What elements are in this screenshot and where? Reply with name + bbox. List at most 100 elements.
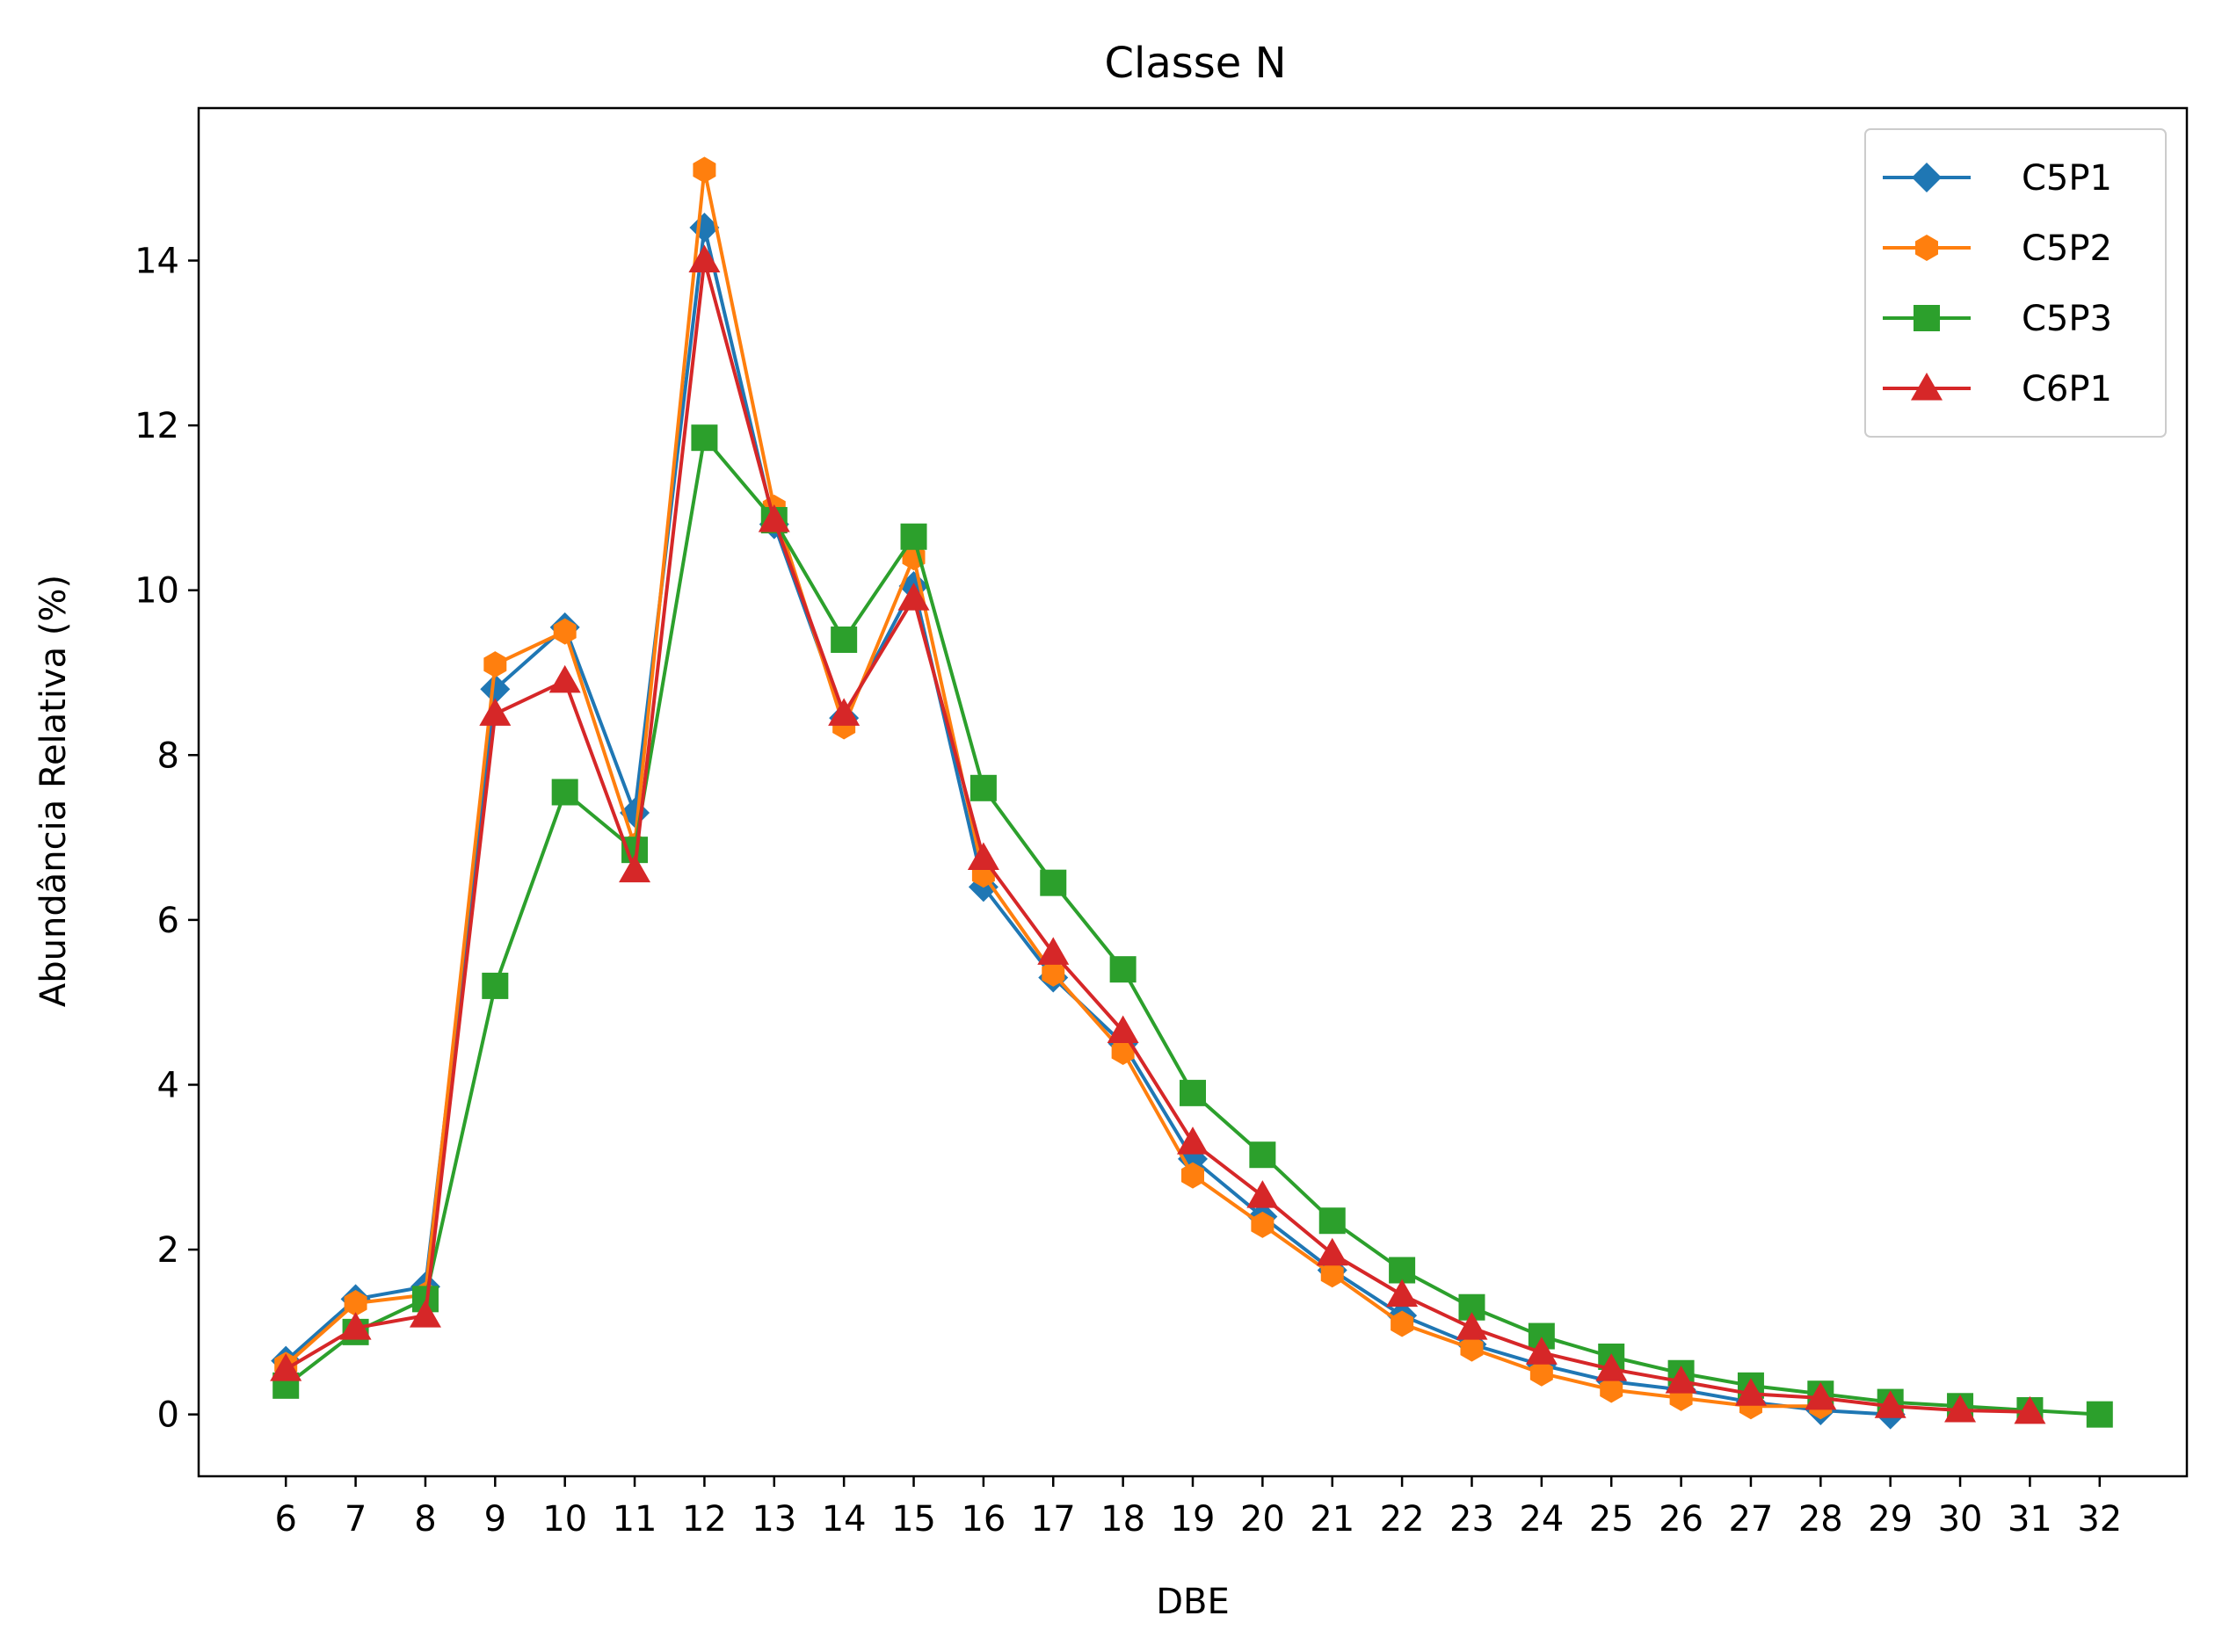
x-tick-label: 13: [752, 1499, 796, 1540]
data-point: [1177, 1127, 1209, 1155]
series-C6P1: [270, 244, 2046, 1424]
legend-marker: [1912, 163, 1942, 192]
chart-title: Classe N: [1105, 39, 1287, 88]
data-point: [1944, 1394, 1977, 1423]
data-point: [1109, 956, 1137, 983]
data-point: [828, 698, 861, 726]
legend-label: C5P1: [2022, 158, 2112, 199]
data-point: [409, 1300, 441, 1328]
x-tick-label: 28: [1798, 1499, 1843, 1540]
x-tick-label: 27: [1728, 1499, 1773, 1540]
data-point: [1180, 1079, 1206, 1106]
x-tick-label: 15: [891, 1499, 936, 1540]
data-point: [480, 674, 511, 705]
legend-label: C5P2: [2022, 228, 2112, 269]
x-tick-label: 23: [1449, 1499, 1494, 1540]
data-point: [551, 779, 578, 806]
data-point: [1874, 1390, 1906, 1418]
data-point: [831, 626, 858, 653]
data-point: [553, 618, 577, 645]
legend-item-C5P2: C5P2: [1883, 228, 2112, 269]
y-tick-label: 0: [157, 1395, 179, 1436]
data-point: [1456, 1312, 1488, 1340]
data-point: [1318, 1207, 1346, 1235]
x-tick-label: 30: [1938, 1499, 1983, 1540]
x-tick-label: 16: [961, 1499, 1006, 1540]
data-point: [339, 1312, 372, 1340]
legend-item-C5P3: C5P3: [1883, 299, 2112, 339]
y-axis-label: Abundância Relativa (%): [33, 575, 74, 1007]
x-tick-label: 12: [682, 1499, 727, 1540]
data-point: [1805, 1381, 1837, 1410]
y-tick-label: 6: [157, 901, 179, 941]
x-tick-label: 10: [542, 1499, 587, 1540]
data-point: [1249, 1141, 1276, 1169]
data-point: [1600, 1376, 1623, 1403]
data-point: [1042, 960, 1065, 987]
data-point: [1037, 937, 1070, 965]
x-tick-label: 14: [822, 1499, 867, 1540]
data-point: [1181, 1162, 1204, 1189]
legend-marker: [1914, 305, 1940, 331]
plot-area: [270, 156, 2113, 1430]
data-point: [1525, 1337, 1558, 1365]
x-tick-label: 24: [1519, 1499, 1564, 1540]
data-point: [970, 774, 997, 801]
data-point: [1391, 1310, 1414, 1337]
data-point: [900, 523, 927, 550]
x-tick-label: 20: [1240, 1499, 1285, 1540]
x-tick-label: 29: [1868, 1499, 1913, 1540]
data-point: [2086, 1401, 2113, 1428]
legend-box: [1864, 128, 2167, 438]
legend-item-C5P1: C5P1: [1883, 158, 2112, 199]
data-point: [344, 1290, 367, 1317]
data-point: [1595, 1353, 1628, 1381]
x-tick-label: 31: [2008, 1499, 2052, 1540]
x-tick-label: 9: [484, 1499, 506, 1540]
data-point: [691, 424, 718, 452]
x-tick-label: 17: [1031, 1499, 1076, 1540]
data-point: [548, 664, 581, 693]
data-point: [2014, 1395, 2046, 1424]
y-tick-label: 4: [157, 1065, 179, 1105]
data-point: [479, 698, 512, 726]
data-point: [1734, 1378, 1767, 1406]
y-tick-label: 14: [134, 242, 179, 282]
x-tick-label: 18: [1100, 1499, 1145, 1540]
y-tick-label: 12: [134, 406, 179, 446]
y-tick-label: 10: [134, 571, 179, 612]
data-point: [1040, 869, 1067, 896]
x-tick-label: 11: [613, 1499, 657, 1540]
data-point: [1316, 1237, 1348, 1266]
y-axis: 0 2 4 6 8 10 12 14: [134, 242, 199, 1436]
x-axis-label: DBE: [1156, 1582, 1230, 1622]
data-point: [897, 583, 930, 611]
data-point: [1529, 1359, 1553, 1387]
data-point: [688, 244, 721, 273]
x-tick-label: 26: [1659, 1499, 1703, 1540]
data-point: [1665, 1366, 1697, 1394]
data-point: [758, 504, 790, 533]
y-tick-label: 8: [157, 735, 179, 776]
data-point: [1107, 1015, 1139, 1044]
data-point: [1386, 1279, 1419, 1308]
y-tick-label: 2: [157, 1230, 179, 1271]
data-point: [1246, 1180, 1279, 1208]
data-point: [619, 854, 651, 883]
x-tick-label: 32: [2077, 1499, 2122, 1540]
legend: C5P1 C5P2 C5P3 C6P1: [1864, 128, 2167, 438]
data-point: [1320, 1261, 1344, 1288]
legend-item-C6P1: C6P1: [1883, 369, 2112, 409]
legend-label: C5P3: [2022, 299, 2112, 339]
data-point: [482, 972, 509, 999]
data-point: [270, 1353, 302, 1381]
x-tick-label: 19: [1171, 1499, 1216, 1540]
data-point: [967, 842, 999, 871]
data-point: [1460, 1335, 1484, 1362]
x-tick-label: 25: [1589, 1499, 1634, 1540]
x-tick-label: 8: [414, 1499, 436, 1540]
x-tick-label: 6: [274, 1499, 296, 1540]
data-point: [1251, 1211, 1275, 1238]
